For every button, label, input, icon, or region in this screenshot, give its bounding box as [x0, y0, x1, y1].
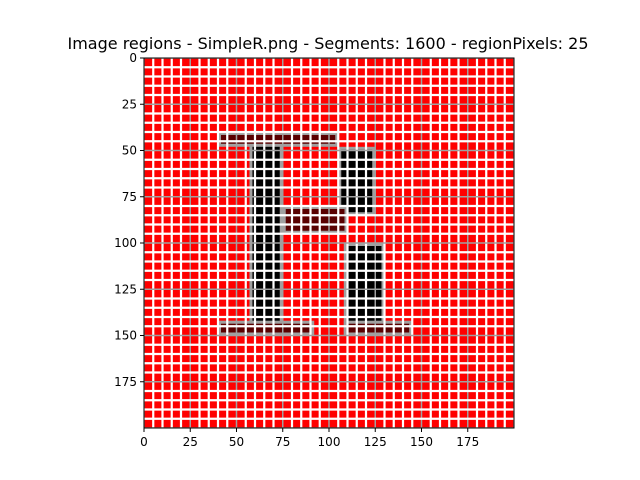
x-tick-label: 25	[183, 435, 198, 449]
letter-core-base-right	[346, 323, 410, 333]
y-tick-label: 0	[129, 51, 137, 65]
y-tick-label: 100	[114, 236, 137, 250]
x-axis: 0 25 50 75 100 125 150 175	[140, 428, 479, 449]
y-tick-label: 150	[114, 329, 137, 343]
x-tick-label: 150	[410, 435, 433, 449]
segment-grid	[144, 58, 514, 428]
x-tick-label: 0	[140, 435, 148, 449]
y-axis: 0 25 50 75 100 125 150 175	[114, 51, 144, 389]
y-tick-label: 25	[122, 97, 137, 111]
x-tick-label: 75	[275, 435, 290, 449]
y-tick-label: 125	[114, 282, 137, 296]
letter-core-top-bar	[221, 135, 336, 144]
letter-core-middle-bar	[285, 209, 345, 231]
y-tick-label: 175	[114, 375, 137, 389]
chart-title: Image regions - SimpleR.png - Segments: …	[68, 34, 589, 53]
x-tick-label: 50	[229, 435, 244, 449]
y-tick-label: 50	[122, 144, 137, 158]
letter-core-base-left	[221, 323, 312, 333]
image-plot-area	[144, 58, 514, 428]
x-tick-label: 100	[318, 435, 341, 449]
x-tick-label: 125	[364, 435, 387, 449]
x-tick-label: 175	[456, 435, 479, 449]
y-tick-label: 75	[122, 190, 137, 204]
